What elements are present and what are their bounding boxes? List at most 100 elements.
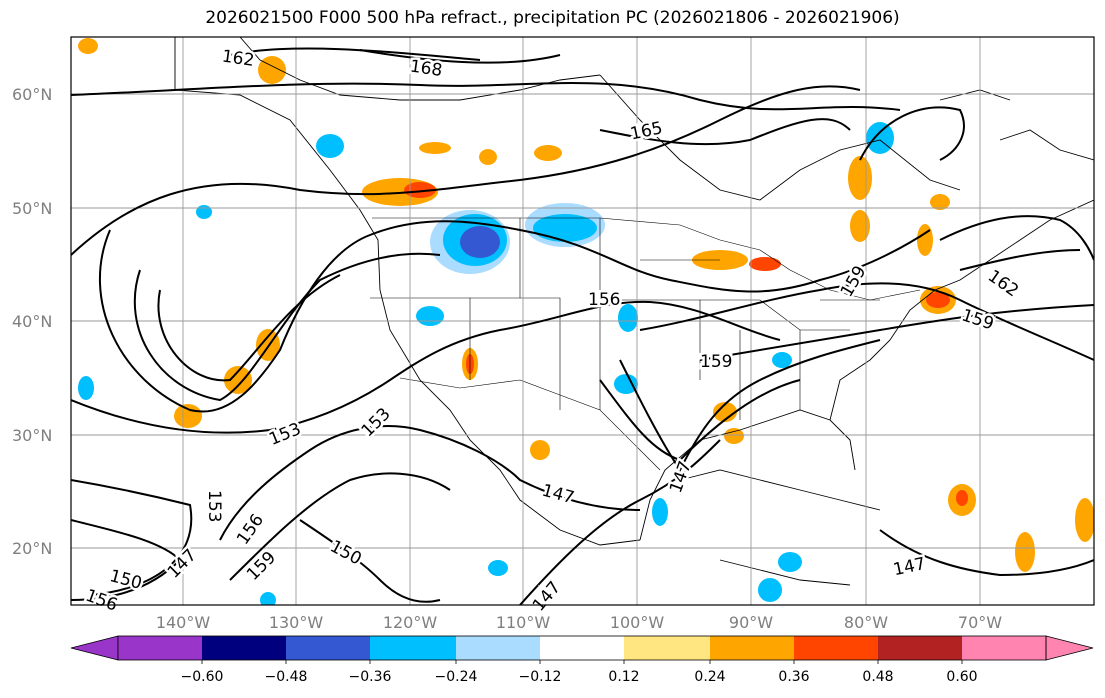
longitude-labels: 140°W 130°W 120°W 110°W 100°W 90°W 80°W … [156,613,1002,632]
contour-label: 153 [204,490,224,522]
colorbar-swatch [286,636,370,660]
contour-line [519,439,721,605]
contour-line [219,425,641,541]
colorbar-tick-label: 0.60 [946,669,977,685]
colorbar-ticks [201,660,963,664]
contour-line [859,106,965,161]
precip-patch [618,304,638,332]
contour-line [229,472,451,581]
precip-patch [850,210,870,242]
precip-patch [652,498,668,526]
gridlines [71,37,1094,605]
colorbar-tick-label: −0.60 [181,669,224,685]
contour-line [599,379,801,462]
state-border [470,297,561,410]
colorbar-tick-label: −0.36 [349,669,392,685]
precip-patch [196,205,212,219]
coastline [639,409,856,541]
colorbar-swatch [370,636,456,660]
lon-label: 120°W [383,613,438,632]
lon-label: 80°W [844,613,888,632]
contour-line [599,118,851,146]
colorbar-tick-label: −0.12 [519,669,562,685]
precip-patch [416,306,444,326]
colorbar-tick-label: 0.12 [608,669,639,685]
colorbar-extend-right [1045,635,1094,661]
map-title: 2026021500 F000 500 hPa refract., precip… [205,8,900,28]
colorbar-tick-label: −0.48 [265,669,308,685]
contour-line [71,519,182,601]
contour-line [939,215,1094,261]
contour-line [959,249,1081,271]
colorbar-swatch [878,636,962,660]
contour-label: 156 [588,290,620,310]
precip-patch [174,404,202,428]
precip-patch [419,142,451,154]
precip-patch [479,149,497,165]
state-border [700,299,850,331]
contour-line [99,220,931,413]
precip-patch [316,134,344,158]
precip-patch [1075,498,1094,542]
colorbar-swatch [962,636,1046,660]
precip-patch [404,182,436,198]
contour-line [71,479,193,596]
contour-line [699,304,1094,361]
precip-patch [866,122,894,154]
colorbar-frame [117,635,1047,661]
precip-patch [772,352,792,368]
lon-label: 70°W [958,613,1002,632]
colorbar-extend-left [70,635,119,661]
lat-label: 30°N [12,426,52,445]
coastline [679,469,881,511]
precip-patch [724,428,744,444]
lon-label: 110°W [496,613,551,632]
colorbar-tick-label: 0.36 [778,669,809,685]
colorbar-swatch [456,636,540,660]
contour-line [619,339,881,472]
borders [370,217,921,471]
colorbar-swatch [202,636,286,660]
colorbar: −0.60 −0.48 −0.36 −0.24 −0.12 0.12 0.24 … [70,635,1094,685]
precip-patch [713,402,737,422]
contour-line [359,49,561,64]
contour-line [229,47,481,61]
coastline [719,559,851,586]
colorbar-swatch [118,636,202,660]
colorbar-swatch [624,636,710,660]
contour-line [299,519,441,603]
coastline [999,129,1094,161]
precip-patch [749,257,781,271]
coastline [174,37,641,546]
colorbar-swatch [540,636,624,660]
colorbar-swatch [794,636,878,660]
lat-label: 50°N [12,199,52,218]
map-frame [70,36,1095,606]
us-canada-border [372,217,921,301]
lat-label: 20°N [12,539,52,558]
contour-line [157,274,341,382]
precip-patch [534,145,562,161]
contour-label: 159 [700,352,732,372]
lon-label: 100°W [610,613,665,632]
lon-label: 140°W [156,613,211,632]
precip-patch [614,374,638,394]
precip-patch [460,226,500,258]
colorbar-swatch [710,636,794,660]
precip-patch [778,552,802,572]
lon-label: 130°W [269,613,324,632]
lon-label: 90°W [729,613,773,632]
lat-label: 60°N [12,85,52,104]
contour-line [71,300,781,434]
contour-line [71,85,861,256]
precip-patch [917,224,933,256]
precip-patch [956,490,968,506]
precip-patch [260,592,276,605]
precip-patch [258,56,286,84]
contour-line [133,252,441,402]
precip-patch [78,38,98,54]
precip-patch [533,214,597,242]
precip-patch [758,578,782,602]
precip-patch [1015,532,1035,572]
